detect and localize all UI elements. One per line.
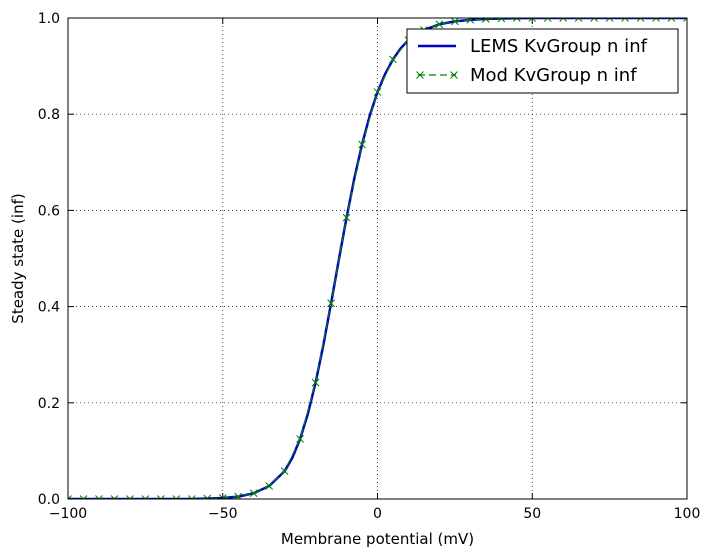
- series-mod-marker: [342, 213, 351, 222]
- series-mod-marker: [481, 18, 490, 23]
- series-mod-marker: [466, 18, 475, 24]
- legend-markers-mod: [416, 71, 458, 79]
- series-mod-marker: [265, 482, 274, 490]
- series-mod-marker: [79, 495, 88, 499]
- x-tick-label: 100: [674, 506, 701, 522]
- series-mod-marker: [605, 18, 614, 22]
- series-mod-marker: [110, 495, 119, 499]
- series-mod-marker: [327, 299, 335, 308]
- series-layer: [68, 18, 687, 499]
- legend-box: [406, 28, 679, 94]
- series-mod-marker: [187, 495, 196, 499]
- series-mod-marker: [126, 495, 134, 499]
- series-mod-marker: [559, 18, 568, 22]
- series-mod-marker: [141, 495, 150, 499]
- y-tick-label: 0.8: [38, 107, 60, 123]
- series-mod-marker: [249, 489, 258, 498]
- legend-marker-mod: [416, 71, 424, 79]
- x-tick-label: 50: [523, 506, 541, 522]
- series-mod-marker: [172, 495, 181, 499]
- series-mod-marker: [683, 18, 687, 22]
- series-mod-marker: [68, 495, 72, 499]
- y-tick-label: 0.2: [38, 396, 60, 412]
- y-axis-label: Steady state (inf): [9, 193, 27, 323]
- series-mod-marker: [373, 88, 382, 96]
- series-mod-marker: [156, 495, 165, 499]
- series-mod-marker: [636, 18, 645, 22]
- plot-frame: [67, 17, 688, 500]
- series-mod-marker: [451, 18, 459, 26]
- y-tick-label: 0.4: [38, 300, 60, 316]
- series-mod-marker: [95, 495, 103, 499]
- series-mod-marker: [358, 140, 366, 149]
- x-tick-label: −50: [208, 506, 238, 522]
- y-tick-label: 0.6: [38, 203, 60, 219]
- x-tick-label: −100: [49, 506, 87, 522]
- series-mod-marker: [435, 20, 444, 29]
- series-mod-marker: [667, 18, 676, 22]
- series-mod-marker: [652, 18, 660, 22]
- series-mod-marker: [621, 18, 629, 22]
- series-mod-marker: [296, 435, 304, 443]
- series-mod-marker: [543, 18, 552, 22]
- legend-marker-mod: [450, 71, 458, 79]
- x-axis-label: Membrane potential (mV): [281, 530, 474, 548]
- legend-label-mod: Mod KvGroup n inf: [470, 65, 637, 86]
- series-mod-marker: [590, 18, 599, 22]
- series-mod-marker: [280, 467, 289, 475]
- series-mod-marker: [389, 55, 397, 64]
- series-mod-marker: [512, 18, 521, 22]
- series-mod-marker: [574, 18, 583, 22]
- legend: LEMS KvGroup n inf Mod KvGroup n inf: [406, 28, 679, 94]
- tick-labels: −100 −50 0 50 100 0.0 0.2 0.4 0.6 0.8 1.0: [38, 11, 701, 522]
- series-mod-marker: [311, 378, 320, 387]
- legend-label-lems: LEMS KvGroup n inf: [470, 36, 648, 57]
- y-tick-label: 1.0: [38, 11, 60, 27]
- x-tick-label: 0: [373, 506, 382, 522]
- series-mod-marker: [528, 18, 537, 22]
- y-tick-label: 0.0: [38, 492, 60, 508]
